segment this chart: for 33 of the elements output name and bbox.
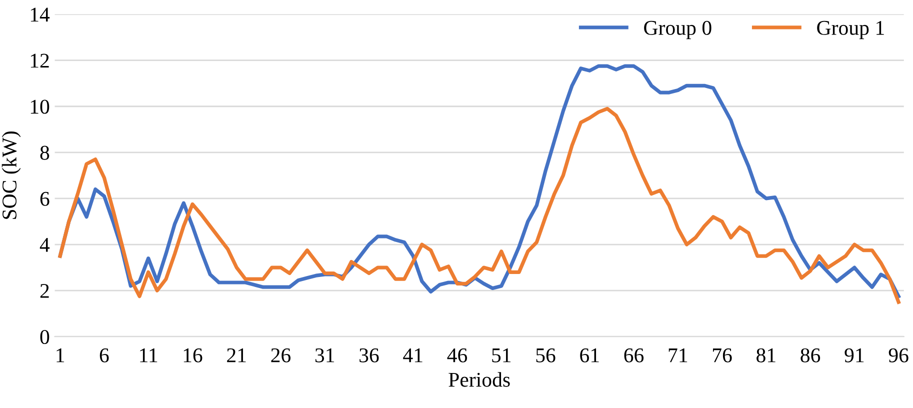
x-tick-label: 76 [713,348,732,362]
y-tick-label: 8 [40,146,50,160]
y-tick-label: 14 [30,8,50,22]
x-tick-label: 11 [140,348,158,362]
x-tick-label: 56 [536,348,556,362]
x-tick-label: 26 [271,348,291,362]
x-tick-label: 86 [800,348,820,362]
x-tick-label: 16 [184,348,202,362]
x-tick-label: 36 [360,348,379,362]
y-tick-label: 12 [30,54,49,68]
y-tick-label: 0 [40,330,50,344]
x-tick-label: 96 [888,348,908,362]
x-tick-label: 91 [844,348,864,362]
line-series [58,106,900,304]
y-tick-label: 6 [40,192,50,206]
y-tick-label: 2 [40,284,49,298]
x-tick-label: 1 [56,348,64,362]
y-axis-title: SOC (kW) [2,132,21,219]
x-tick-label: 41 [403,348,422,362]
x-tick-label: 21 [227,348,246,362]
legend-label: Group 1 [817,20,884,40]
x-tick-label: 71 [668,348,688,362]
x-tick-label: 6 [100,348,109,362]
y-tick-label: 4 [40,238,50,252]
x-tick-label: 31 [315,348,334,362]
x-tick-label: 66 [624,348,644,362]
x-tick-label: 81 [756,348,776,362]
legend-label: Group 0 [644,20,712,40]
x-axis-title: Periods [448,372,510,387]
x-tick-label: 46 [447,348,468,362]
y-tick-label: 10 [30,100,50,114]
x-tick-label: 61 [580,348,599,362]
x-tick-label: 51 [492,348,511,362]
